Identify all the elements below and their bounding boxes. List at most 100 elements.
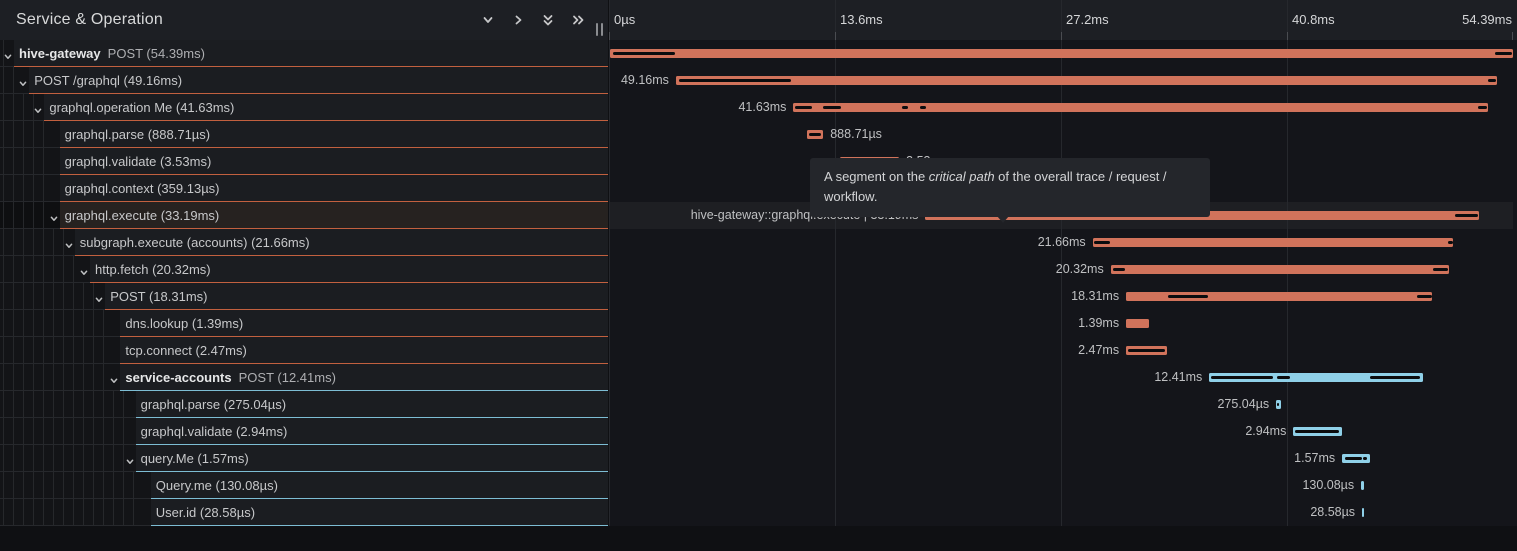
critical-path-segment: [1277, 376, 1290, 379]
span-tree-row[interactable]: graphql.execute (33.19ms): [0, 202, 608, 229]
span-bar[interactable]: [610, 49, 1513, 58]
axis-label: 13.6ms: [840, 12, 883, 27]
span-name: graphql.parse (275.04µs): [140, 396, 287, 412]
indent-guides: [0, 202, 60, 229]
span-duration-label: 20.32ms: [1055, 262, 1104, 276]
span-tree-row[interactable]: User.id (28.58µs): [0, 499, 608, 526]
span-tree-row[interactable]: graphql.validate (3.53ms): [0, 148, 608, 175]
span-tree-row[interactable]: graphql.validate (2.94ms): [0, 418, 608, 445]
timeline-panel: 49.16ms41.63ms888.71µs3.53ms359.13µshive…: [609, 0, 1517, 526]
chevron-down-icon[interactable]: [125, 454, 135, 464]
indent-guides: [0, 175, 60, 202]
span-tree-row[interactable]: tcp.connect (2.47ms): [0, 337, 608, 364]
span-duration-label: 130.08µs: [1302, 478, 1355, 492]
timeline-row: 28.58µs: [609, 499, 1513, 526]
critical-path-segment: [1113, 268, 1126, 271]
timeline-area: 49.16ms41.63ms888.71µs3.53ms359.13µshive…: [609, 0, 1513, 526]
critical-path-segment: [1128, 349, 1165, 352]
chevron-down-icon[interactable]: [49, 211, 59, 221]
span-tree-row[interactable]: hive-gateway POST (54.39ms): [0, 40, 608, 67]
timeline-row: 888.71µs: [609, 121, 1513, 148]
chevron-down-icon[interactable]: [480, 12, 496, 28]
critical-path-segment: [1370, 376, 1420, 379]
span-tree-row[interactable]: graphql.parse (888.71µs): [0, 121, 608, 148]
span-tree-row[interactable]: POST /graphql (49.16ms): [0, 67, 608, 94]
chevron-down-icon[interactable]: [33, 103, 43, 113]
indent-guides: [0, 40, 14, 67]
span-row-content: dns.lookup (1.39ms): [120, 310, 608, 337]
span-tree-row[interactable]: graphql.parse (275.04µs): [0, 391, 608, 418]
indent-guides: [0, 364, 121, 391]
chevron-down-icon[interactable]: [3, 49, 13, 59]
span-bar[interactable]: [1126, 292, 1432, 301]
span-bar[interactable]: [675, 76, 1497, 85]
chevron-down-icon[interactable]: [64, 238, 74, 248]
axis-tick: [1287, 32, 1288, 40]
timeline-row: 20.32ms: [609, 256, 1513, 283]
critical-path-segment: [1477, 106, 1487, 109]
span-duration-label: 888.71µs: [830, 127, 882, 141]
critical-path-segment: [612, 52, 675, 55]
critical-path-segment: [1417, 295, 1432, 298]
span-tree-row[interactable]: graphql.operation Me (41.63ms): [0, 94, 608, 121]
span-bar[interactable]: [1361, 481, 1364, 490]
span-bar[interactable]: [1126, 319, 1149, 328]
timeline-gridline: [609, 0, 610, 526]
critical-path-segment: [1277, 403, 1280, 406]
span-duration-label: 2.94ms: [1245, 424, 1287, 438]
timeline-row: 1.39ms: [609, 310, 1513, 337]
indent-guides: [0, 94, 45, 121]
span-tree-row[interactable]: Query.me (130.08µs): [0, 472, 608, 499]
double-chevron-down-icon[interactable]: [540, 12, 556, 28]
span-row-content: graphql.operation Me (41.63ms): [44, 94, 608, 121]
span-name: graphql.validate (2.94ms): [140, 423, 288, 439]
span-tree-row[interactable]: query.Me (1.57ms): [0, 445, 608, 472]
span-name: query.Me (1.57ms): [140, 450, 249, 466]
span-name: tcp.connect (2.47ms): [125, 342, 247, 358]
span-name: dns.lookup (1.39ms): [125, 315, 244, 331]
chevron-right-icon[interactable]: [510, 12, 526, 28]
critical-path-segment: [901, 106, 909, 109]
span-duration-label: 21.66ms: [1037, 235, 1086, 249]
span-bar[interactable]: [1110, 265, 1449, 274]
span-tree-row[interactable]: graphql.context (359.13µs): [0, 175, 608, 202]
chevron-down-icon[interactable]: [79, 265, 89, 275]
span-duration-label: 49.16ms: [620, 73, 669, 87]
span-row-content: subgraph.execute (accounts) (21.66ms): [74, 229, 608, 256]
timeline-row: 2.47ms: [609, 337, 1513, 364]
axis-tick: [1512, 32, 1513, 40]
span-tree-row[interactable]: service-accounts POST (12.41ms): [0, 364, 608, 391]
double-chevron-right-icon[interactable]: [570, 12, 586, 28]
span-duration-label: 41.63ms: [738, 100, 787, 114]
axis-tick: [609, 32, 610, 40]
chevron-down-icon[interactable]: [109, 373, 119, 383]
bottom-strip: [0, 526, 1517, 551]
chevron-down-icon[interactable]: [18, 76, 28, 86]
span-bar[interactable]: [793, 103, 1488, 112]
indent-guides: [0, 283, 106, 310]
critical-path-segment: [1167, 295, 1209, 298]
axis-label: 27.2ms: [1066, 12, 1109, 27]
span-bar[interactable]: [1362, 508, 1365, 517]
span-tree-row[interactable]: dns.lookup (1.39ms): [0, 310, 608, 337]
span-bar[interactable]: [1092, 238, 1454, 247]
span-tree-row[interactable]: http.fetch (20.32ms): [0, 256, 608, 283]
span-bar[interactable]: [1209, 373, 1423, 382]
span-row-content: graphql.validate (3.53ms): [59, 148, 608, 175]
critical-path-segment: [809, 133, 821, 136]
span-name: POST (18.31ms): [110, 288, 208, 304]
span-name: graphql.operation Me (41.63ms): [49, 99, 235, 115]
timeline-ruler: [609, 0, 1517, 40]
indent-guides: [0, 472, 151, 499]
indent-guides: [0, 337, 121, 364]
tooltip-text: A segment on the: [824, 169, 929, 184]
span-name: User.id (28.58µs): [155, 504, 256, 520]
chevron-down-icon[interactable]: [94, 292, 104, 302]
critical-path-segment: [919, 106, 927, 109]
span-tree-row[interactable]: POST (18.31ms): [0, 283, 608, 310]
span-name: graphql.context (359.13µs): [64, 180, 220, 196]
panel-resize-grip[interactable]: [596, 23, 603, 36]
timeline-gridline: [1061, 0, 1062, 526]
panel-title: Service & Operation: [16, 11, 163, 28]
span-tree-row[interactable]: subgraph.execute (accounts) (21.66ms): [0, 229, 608, 256]
